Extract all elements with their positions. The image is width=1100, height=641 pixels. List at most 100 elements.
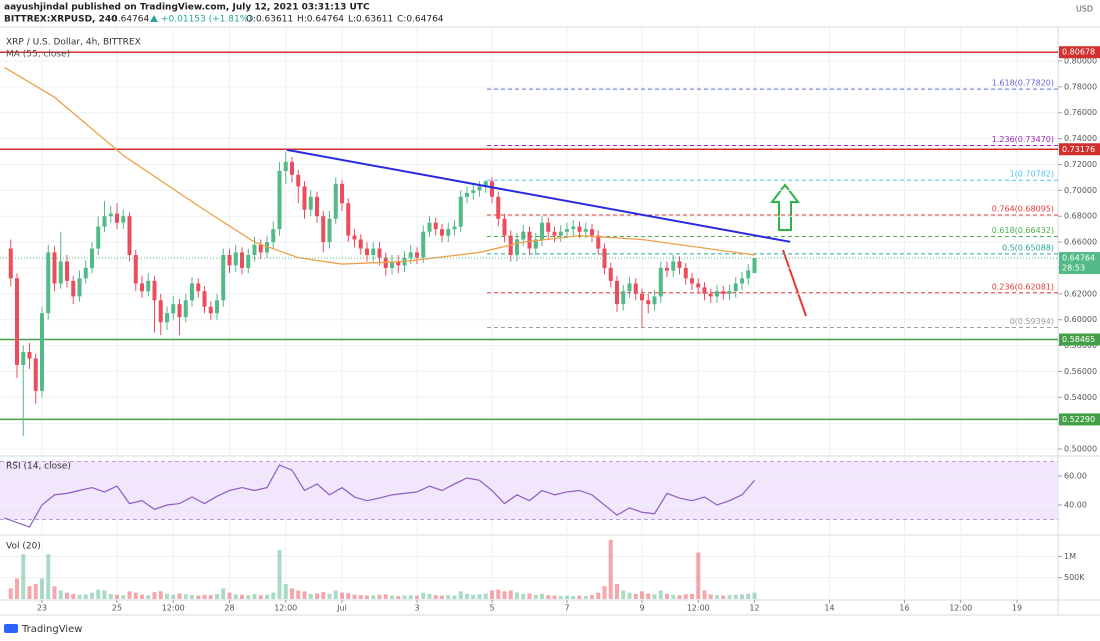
legend-entry: MA (55, close) — [6, 50, 70, 60]
volume-bar — [565, 595, 569, 599]
volume-bar — [502, 591, 507, 599]
volume-bar — [277, 549, 282, 599]
candle-body — [377, 248, 382, 258]
x-tick-label: 12:00 — [274, 604, 297, 613]
volume-bar — [615, 584, 619, 599]
volume-bar — [46, 554, 51, 599]
candle-body — [21, 352, 26, 365]
candle-body — [415, 252, 419, 258]
candle-body — [190, 283, 194, 301]
volume-bar — [671, 594, 676, 599]
candle-body — [640, 293, 644, 301]
ohlc-close: C:0.64764 — [397, 15, 444, 25]
fib-label: 0(0.59394) — [1010, 317, 1054, 326]
volume-bar — [96, 589, 101, 599]
volume-bar — [215, 593, 219, 599]
candle-body — [340, 183, 344, 204]
volume-bar — [590, 595, 594, 599]
fib-label: 0.236(0.62081) — [992, 282, 1054, 291]
panel: 0.500000.520000.540000.560000.580000.600… — [0, 28, 1100, 455]
y-tick-label: 0.72000 — [1064, 160, 1097, 169]
volume-bar — [358, 595, 363, 599]
candle-body — [40, 313, 44, 391]
candle-body — [290, 161, 294, 175]
volume-bar — [471, 594, 476, 599]
level-tag — [1059, 46, 1100, 59]
volume-bar — [683, 594, 688, 599]
change: +0.01153 (+1.81%) — [161, 15, 252, 25]
volume-bar — [240, 594, 244, 599]
volume-bar — [190, 595, 194, 599]
volume-bar — [83, 594, 88, 599]
volume-bar — [490, 590, 494, 599]
candle-body — [252, 244, 257, 256]
volume-bar — [552, 595, 557, 599]
up-arrow — [769, 183, 801, 231]
fib-label: 0.5(0.65088) — [1002, 243, 1054, 252]
volume-bar — [221, 588, 226, 599]
volume-bar — [702, 590, 707, 599]
volume-bar — [202, 594, 207, 599]
volume-bar — [521, 593, 526, 599]
candle-body — [465, 192, 469, 197]
y-axis-label: USD — [1076, 5, 1093, 14]
x-tick-label: 12:00 — [687, 604, 710, 613]
candle-body — [683, 267, 688, 279]
y-tick-label: 0.66000 — [1064, 238, 1097, 247]
candle-body — [58, 261, 63, 284]
volume-bar — [546, 595, 551, 599]
x-tick-label: 23 — [37, 604, 47, 613]
x-tick-label: 12:00 — [949, 604, 972, 613]
volume-bar — [740, 594, 744, 599]
candle-body — [502, 218, 507, 236]
y-tick-label: 0.50000 — [1064, 445, 1097, 454]
candle-body — [302, 186, 307, 210]
y-tick-label: 1M — [1064, 552, 1076, 561]
candle-body — [408, 252, 413, 258]
volume-bar — [421, 592, 426, 599]
candle-body — [721, 291, 726, 294]
volume-bar — [33, 584, 38, 599]
candle-body — [171, 304, 176, 314]
candle-body — [308, 196, 313, 210]
candle-body — [452, 226, 457, 230]
candle-body — [615, 280, 619, 305]
candle-body — [165, 313, 169, 323]
candle-body — [733, 283, 738, 292]
candle-body — [346, 203, 351, 236]
volume-bar — [40, 578, 44, 599]
last-price-label: 0.64764 — [1062, 254, 1095, 263]
volume-bar — [440, 595, 444, 599]
volume-bar — [621, 590, 626, 599]
volume-bar — [433, 595, 438, 599]
y-tick-label: 0.60000 — [1064, 315, 1097, 324]
ohlc-high: H:0.64764 — [297, 15, 344, 25]
candle-body — [646, 300, 651, 305]
candle-body — [571, 226, 576, 230]
candle-body — [265, 242, 269, 253]
candle-body — [515, 239, 519, 256]
candle-body — [258, 244, 263, 253]
price: 0.64764 — [112, 15, 149, 25]
candle-body — [696, 283, 701, 288]
candle-body — [115, 213, 119, 223]
candle-body — [233, 252, 238, 266]
volume-bar — [15, 578, 19, 599]
volume-bar — [602, 586, 607, 599]
candle-body — [33, 358, 38, 391]
volume-bar — [377, 594, 382, 599]
rsi-line — [4, 464, 755, 528]
candle-body — [315, 196, 319, 217]
volume-bar — [183, 594, 188, 599]
volume-bar — [733, 594, 738, 599]
volume-bar — [283, 584, 288, 599]
volume-bar — [515, 592, 519, 599]
volume-bar — [152, 592, 157, 599]
candle-body — [440, 229, 444, 236]
volume-bar — [458, 591, 463, 599]
volume-bar — [533, 594, 538, 599]
level-label: 0.58465 — [1062, 335, 1095, 344]
trendline — [286, 148, 791, 243]
